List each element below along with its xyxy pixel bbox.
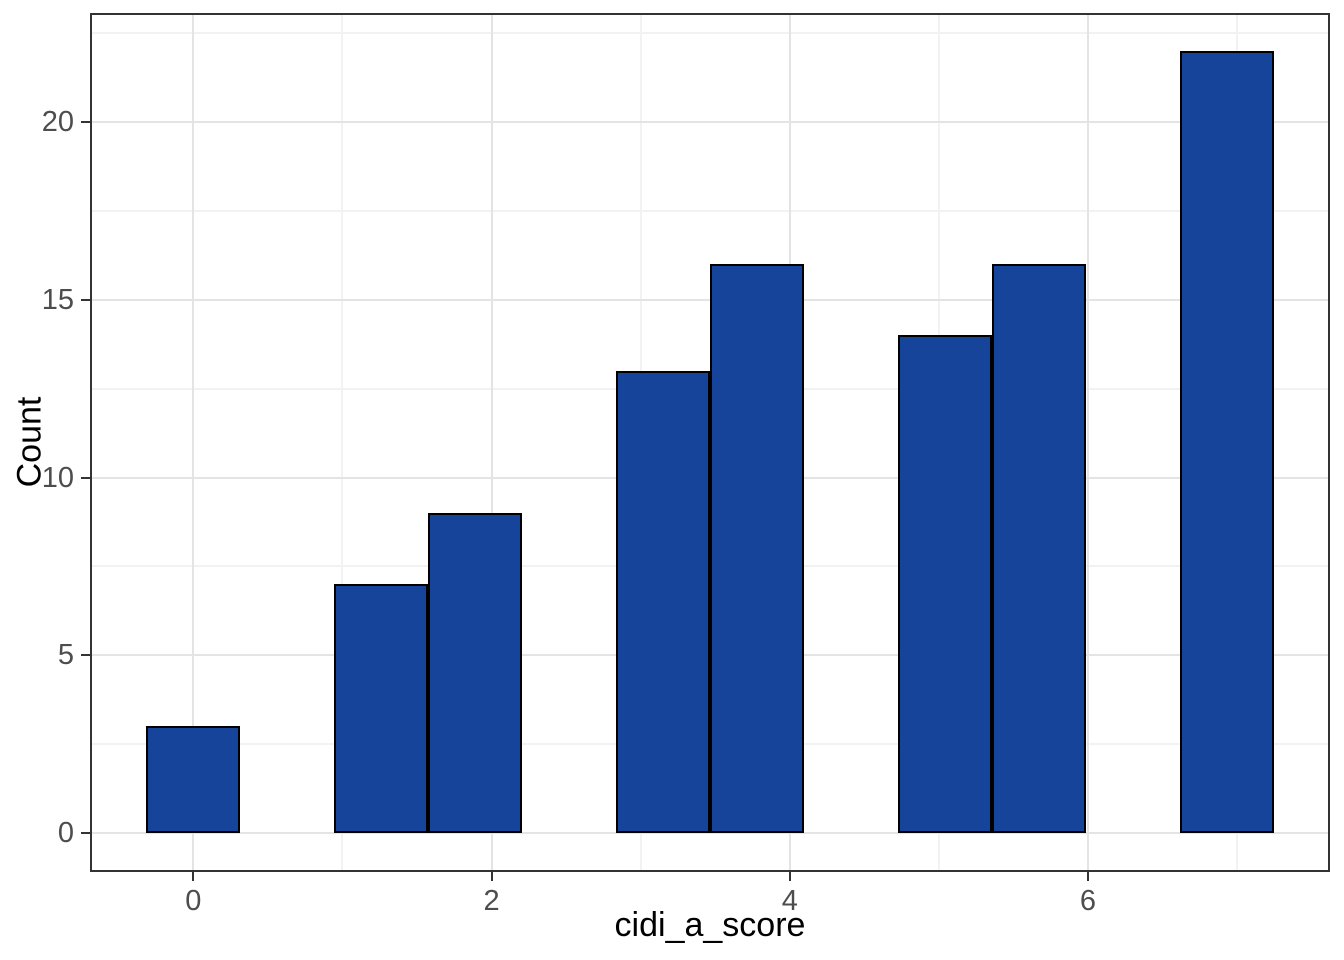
plot-panel xyxy=(90,13,1330,872)
x-tick-label: 4 xyxy=(781,885,798,917)
gridline-minor-y xyxy=(90,209,1330,212)
x-tick-label: 0 xyxy=(185,885,202,917)
x-tick-label: 2 xyxy=(483,885,500,917)
x-tick-label: 6 xyxy=(1079,885,1097,917)
gridline-major-x xyxy=(490,13,493,872)
x-axis-tick xyxy=(192,872,195,881)
x-axis-tick xyxy=(788,872,791,881)
y-axis-tick xyxy=(81,476,90,479)
gridline-minor-y xyxy=(90,32,1330,35)
gridline-minor-x xyxy=(341,13,344,872)
histogram-bar xyxy=(334,584,429,833)
gridline-major-x xyxy=(1086,13,1089,872)
y-tick-label: 20 xyxy=(41,106,74,139)
y-tick-label: 10 xyxy=(41,461,74,494)
gridline-major-y xyxy=(90,831,1330,834)
x-axis-tick xyxy=(1086,872,1089,881)
y-axis-tick xyxy=(81,654,90,657)
histogram-bar xyxy=(897,335,992,833)
y-tick-label: 0 xyxy=(57,816,74,849)
histogram-bar xyxy=(428,513,523,833)
histogram-bar xyxy=(1179,51,1274,833)
gridline-major-y xyxy=(90,121,1330,124)
x-axis-title: cidi_a_score xyxy=(614,906,806,944)
gridline-major-x xyxy=(192,13,195,872)
x-axis-tick xyxy=(490,872,493,881)
histogram-bar xyxy=(616,370,710,833)
histogram-bar xyxy=(710,264,804,833)
histogram-bar xyxy=(146,726,241,833)
histogram-bar xyxy=(991,264,1086,833)
y-axis-tick xyxy=(81,298,90,301)
y-axis-tick xyxy=(81,121,90,124)
y-tick-label: 5 xyxy=(57,639,74,672)
y-axis-tick xyxy=(81,831,90,834)
y-tick-label: 15 xyxy=(41,283,74,316)
